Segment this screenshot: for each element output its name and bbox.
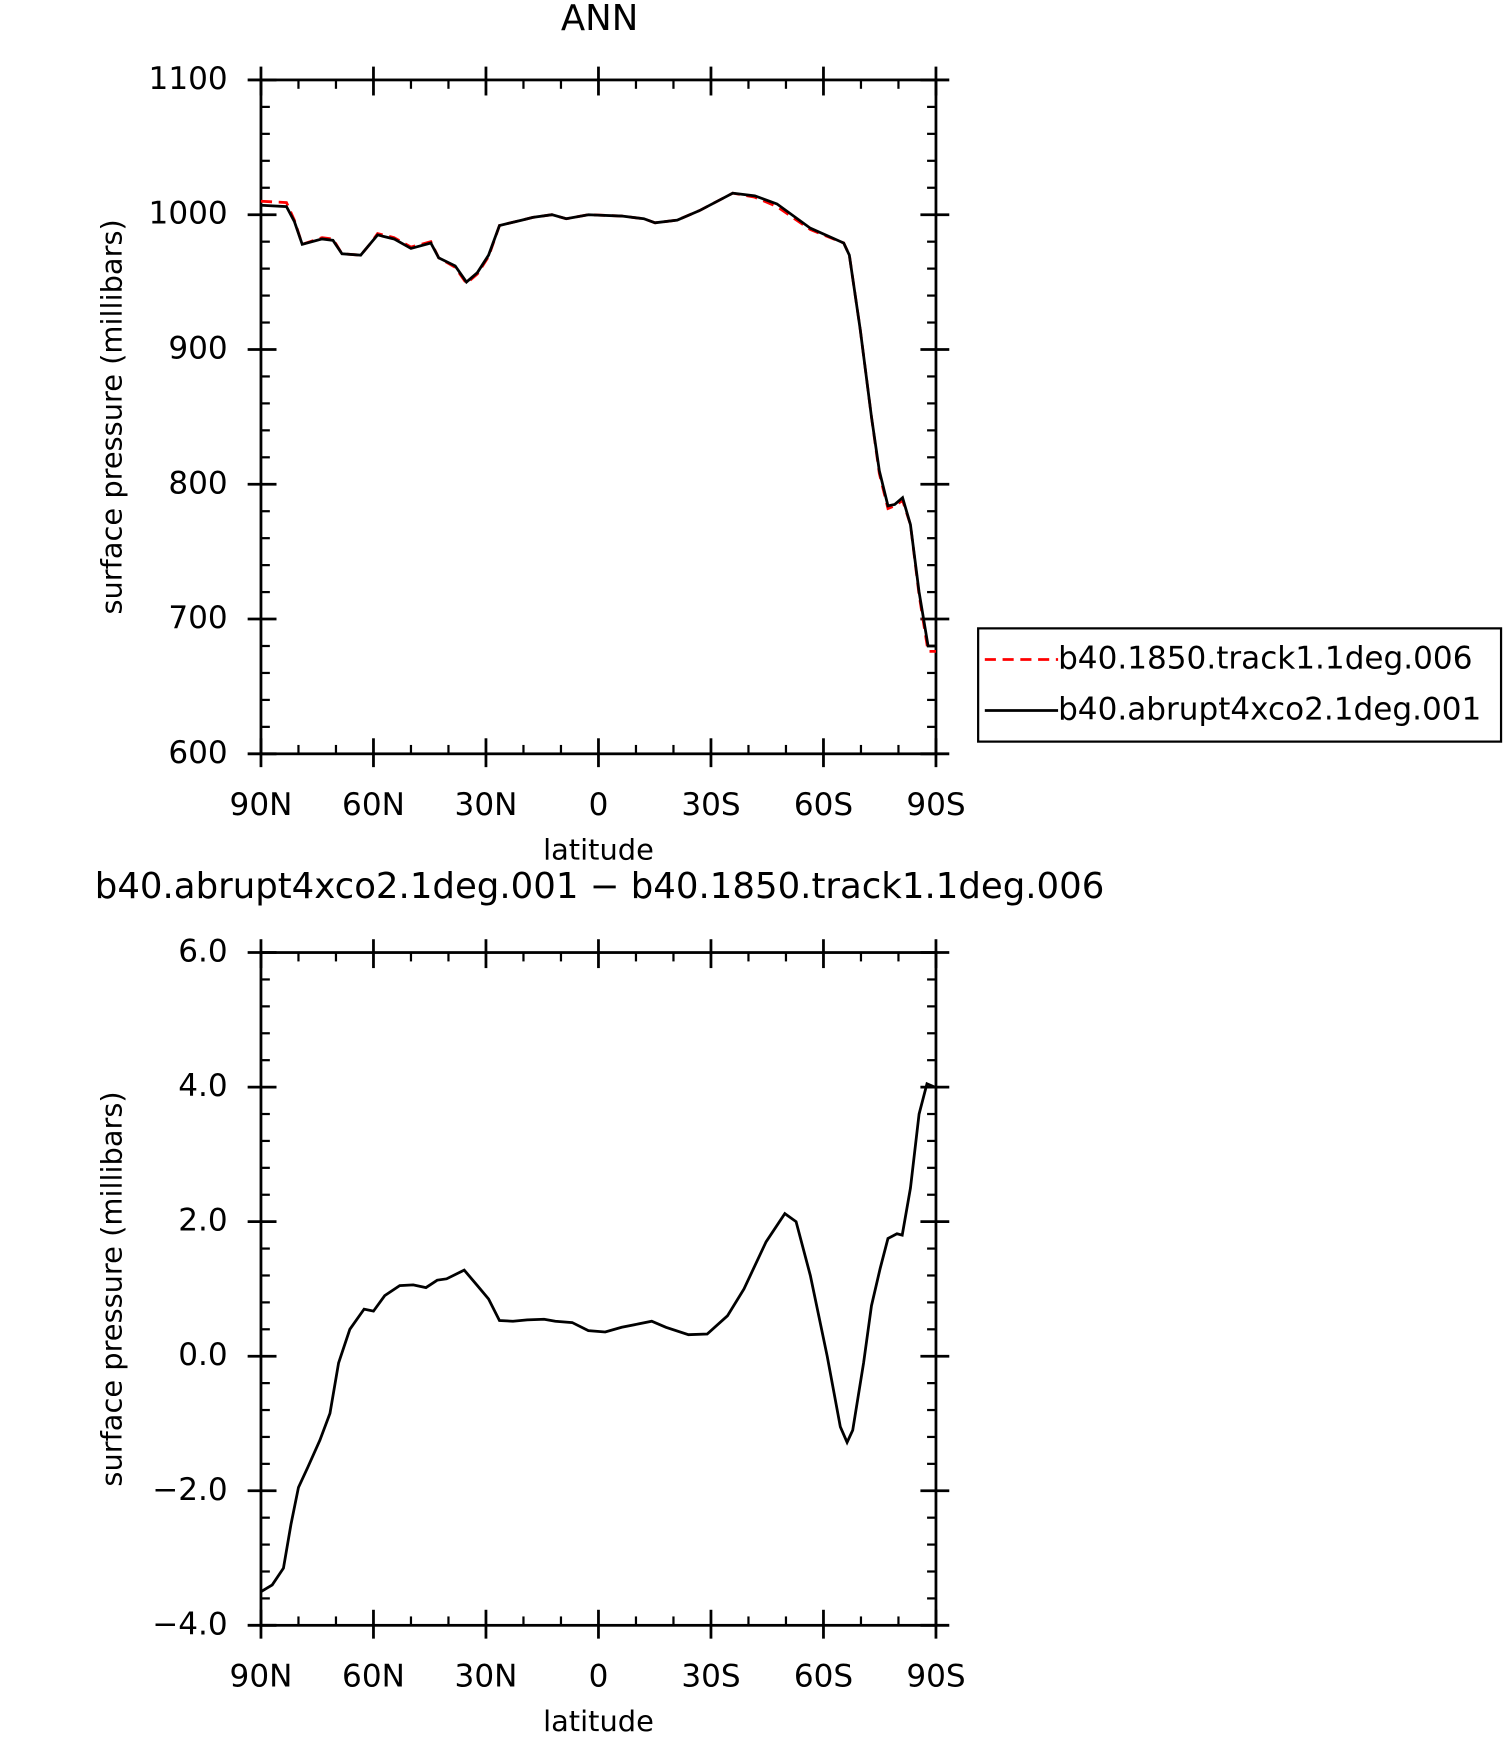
legend-label: b40.1850.track1.1deg.006 xyxy=(1058,640,1472,676)
y-tick-label: 1100 xyxy=(149,61,228,97)
y-tick-label: 0.0 xyxy=(178,1337,227,1373)
series-line xyxy=(260,1081,936,1593)
y-tick-label: −4.0 xyxy=(152,1606,227,1642)
y-tick-label: −2.0 xyxy=(152,1472,227,1508)
x-tick-label: 60N xyxy=(342,787,405,823)
plot-frame xyxy=(259,78,938,756)
y-tick-label: 900 xyxy=(168,330,227,366)
y-tick-label: 4.0 xyxy=(178,1068,227,1104)
x-tick-label: 60S xyxy=(794,1658,853,1694)
legend-label: b40.abrupt4xco2.1deg.001 xyxy=(1058,692,1481,728)
x-tick-label: 90S xyxy=(906,1658,965,1694)
series-line xyxy=(260,191,936,653)
x-axis-label: latitude xyxy=(543,1704,654,1738)
y-tick-label: 700 xyxy=(168,600,227,636)
x-tick-label: 0 xyxy=(589,787,609,823)
x-tick-label: 30S xyxy=(681,787,740,823)
y-axis-label: surface pressure (millibars) xyxy=(94,1091,128,1486)
y-tick-label: 600 xyxy=(168,735,227,771)
y-tick-label: 800 xyxy=(168,465,227,501)
x-tick-label: 90N xyxy=(230,787,293,823)
y-tick-label: 6.0 xyxy=(178,934,227,970)
series-line xyxy=(260,191,936,648)
x-tick-label: 90S xyxy=(906,787,965,823)
x-tick-label: 30S xyxy=(681,1658,740,1694)
y-axis-label: surface pressure (millibars) xyxy=(94,219,128,614)
x-tick-label: 30N xyxy=(455,787,518,823)
chart-title: ANN xyxy=(561,0,638,39)
x-tick-label: 0 xyxy=(589,1658,609,1694)
x-axis-label: latitude xyxy=(543,833,654,867)
x-tick-label: 30N xyxy=(455,1658,518,1694)
x-tick-label: 90N xyxy=(230,1658,293,1694)
x-tick-label: 60S xyxy=(794,787,853,823)
plot-frame xyxy=(259,951,938,1627)
y-tick-label: 1000 xyxy=(149,196,228,232)
chart-title: b40.abrupt4xco2.1deg.001 − b40.1850.trac… xyxy=(95,866,1105,907)
legend-box xyxy=(977,627,1503,743)
x-tick-label: 60N xyxy=(342,1658,405,1694)
y-tick-label: 2.0 xyxy=(178,1203,227,1239)
